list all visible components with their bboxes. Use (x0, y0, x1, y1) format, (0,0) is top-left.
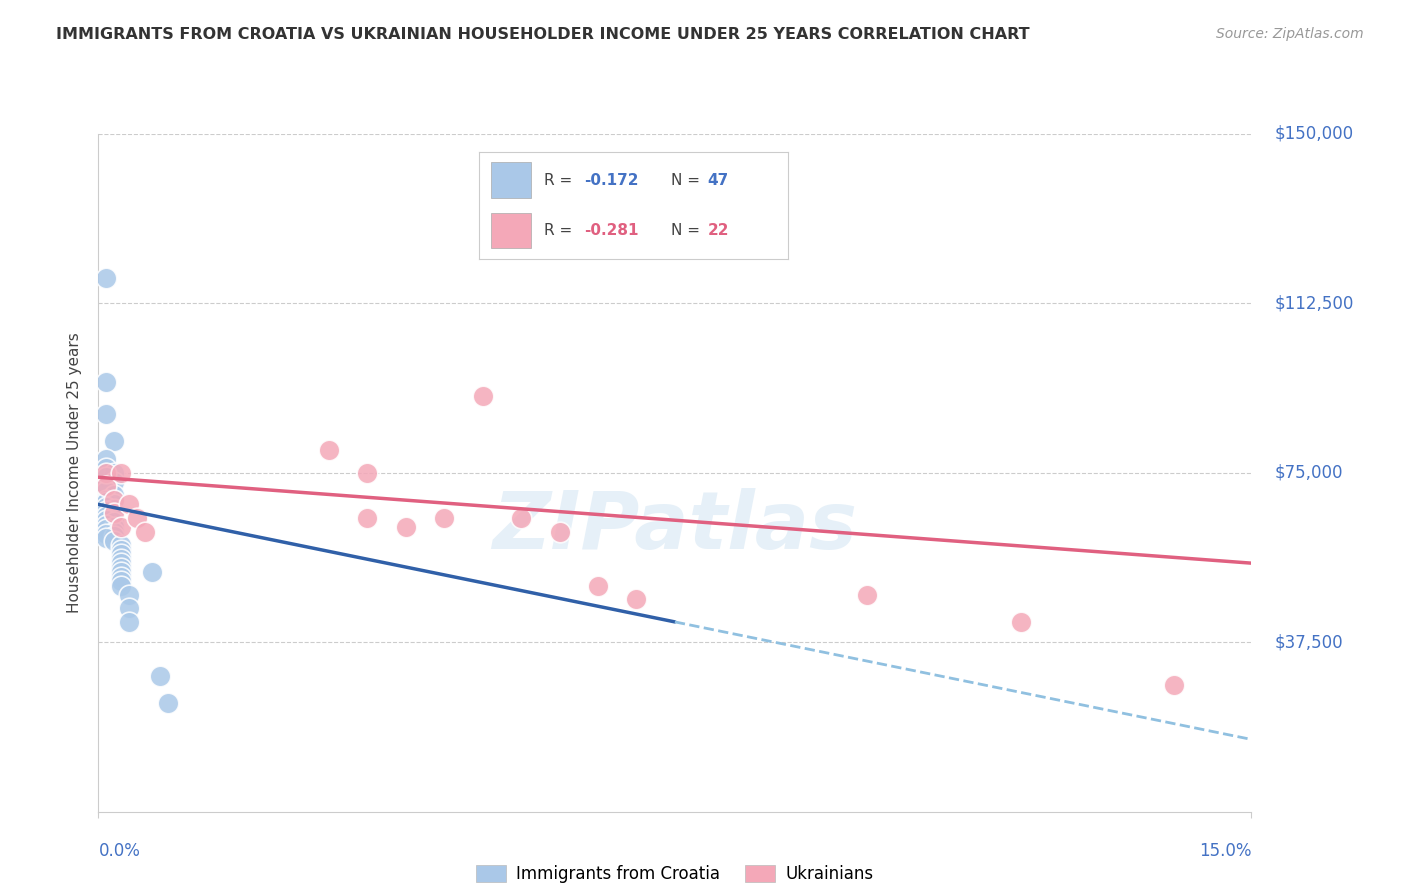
Point (118, 588, 141, 602)
Text: 0.0%: 0.0% (98, 842, 141, 860)
Point (356, 466, 378, 480)
Text: $37,500: $37,500 (1274, 633, 1343, 651)
Point (471, 389, 494, 403)
Point (395, 520, 418, 534)
Point (134, 524, 156, 539)
Point (94, 495, 117, 509)
Point (118, 615, 141, 629)
Point (110, 551, 132, 566)
Point (110, 574, 132, 589)
Point (103, 507, 125, 521)
Legend: Immigrants from Croatia, Ukrainians: Immigrants from Croatia, Ukrainians (468, 856, 882, 891)
Point (110, 542, 132, 557)
Point (103, 529, 125, 543)
Point (118, 601, 141, 615)
Point (94, 517, 117, 532)
Point (94, 492, 117, 507)
Point (94, 452, 117, 467)
Point (125, 511, 148, 525)
Y-axis label: Householder Income Under 25 years: Householder Income Under 25 years (67, 333, 83, 613)
Point (103, 507, 125, 521)
Point (110, 579, 132, 593)
Point (548, 524, 571, 539)
Point (318, 443, 340, 458)
Point (433, 511, 456, 525)
Point (103, 520, 125, 534)
Text: ZIPatlas: ZIPatlas (492, 488, 858, 566)
Point (94, 513, 117, 527)
Point (103, 492, 125, 507)
Point (141, 565, 163, 579)
Point (1163, 678, 1185, 692)
Point (626, 592, 648, 607)
Text: R =: R = (544, 223, 576, 238)
Point (110, 565, 132, 579)
Point (149, 669, 172, 683)
Point (1010, 615, 1032, 629)
Point (110, 547, 132, 561)
Point (118, 497, 141, 511)
Point (94, 479, 117, 493)
Point (103, 524, 125, 539)
Point (103, 434, 125, 449)
Point (103, 533, 125, 548)
Point (510, 511, 533, 525)
Point (103, 502, 125, 516)
Text: IMMIGRANTS FROM CROATIA VS UKRAINIAN HOUSEHOLDER INCOME UNDER 25 YEARS CORRELATI: IMMIGRANTS FROM CROATIA VS UKRAINIAN HOU… (56, 27, 1029, 42)
Point (94, 483, 117, 498)
FancyBboxPatch shape (491, 212, 531, 248)
Text: $150,000: $150,000 (1274, 125, 1354, 143)
Text: 47: 47 (707, 173, 730, 188)
Point (94, 479, 117, 493)
Text: -0.281: -0.281 (583, 223, 638, 238)
Text: 22: 22 (707, 223, 730, 238)
Point (94, 526, 117, 541)
Point (94, 522, 117, 536)
Point (103, 475, 125, 489)
Point (94, 504, 117, 518)
Point (94, 531, 117, 545)
Point (586, 579, 609, 593)
Point (110, 570, 132, 584)
Point (103, 511, 125, 525)
Point (103, 516, 125, 530)
Text: N =: N = (671, 223, 704, 238)
Point (110, 466, 132, 480)
Text: $112,500: $112,500 (1274, 294, 1354, 312)
Point (94, 271, 117, 285)
Point (110, 556, 132, 570)
Point (94, 376, 117, 390)
FancyBboxPatch shape (491, 162, 531, 198)
Text: N =: N = (671, 173, 704, 188)
Text: R =: R = (544, 173, 576, 188)
Point (94, 466, 117, 480)
Point (94, 461, 117, 475)
Point (94, 407, 117, 421)
Text: -0.172: -0.172 (583, 173, 638, 188)
Text: Source: ZipAtlas.com: Source: ZipAtlas.com (1216, 27, 1364, 41)
Point (103, 497, 125, 511)
Point (356, 511, 378, 525)
Point (856, 588, 879, 602)
Point (94, 470, 117, 484)
Point (110, 560, 132, 574)
Point (103, 466, 125, 480)
Point (94, 508, 117, 523)
Text: $75,000: $75,000 (1274, 464, 1343, 482)
Point (103, 488, 125, 502)
Point (110, 520, 132, 534)
Point (94, 500, 117, 514)
Point (110, 538, 132, 552)
Point (156, 696, 179, 710)
Text: 15.0%: 15.0% (1199, 842, 1251, 860)
